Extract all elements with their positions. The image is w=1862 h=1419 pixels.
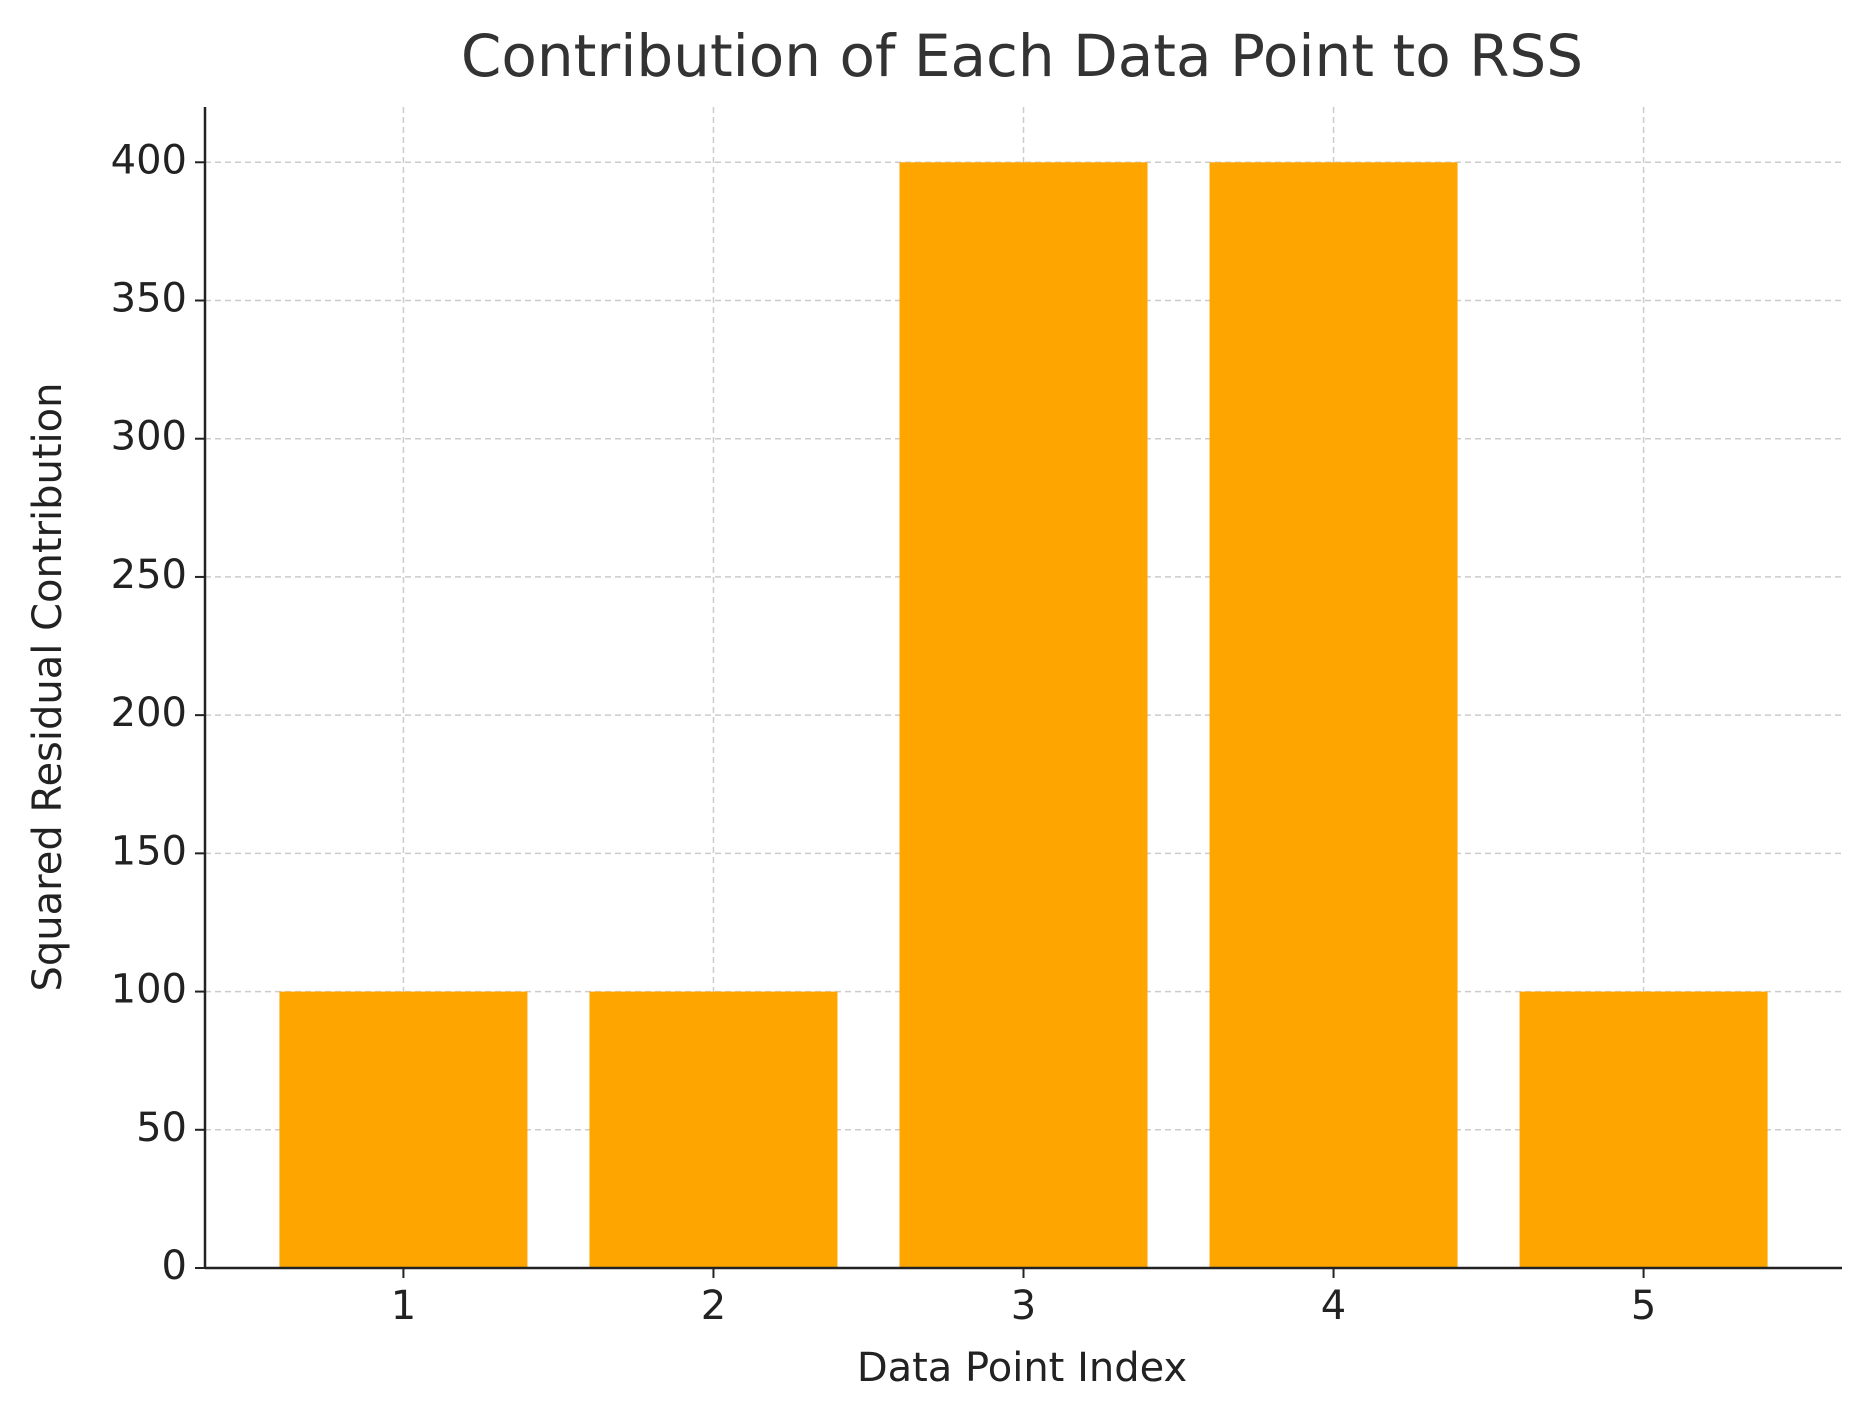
bar xyxy=(1209,162,1458,1268)
y-tick-label: 350 xyxy=(111,276,187,322)
x-tick-label: 3 xyxy=(1011,1283,1036,1329)
y-tick-label: 100 xyxy=(111,967,187,1013)
bar xyxy=(279,991,528,1268)
bar xyxy=(1519,991,1768,1268)
x-tick-label: 1 xyxy=(391,1283,416,1329)
bar xyxy=(899,162,1148,1268)
y-tick-label: 300 xyxy=(111,414,187,460)
x-tick-label: 2 xyxy=(701,1283,726,1329)
y-tick-label: 0 xyxy=(162,1243,187,1289)
y-tick-label: 250 xyxy=(111,552,187,598)
y-tick-label: 200 xyxy=(111,690,187,736)
y-tick-label: 50 xyxy=(136,1105,187,1151)
y-tick-label: 400 xyxy=(111,137,187,183)
chart-title: Contribution of Each Data Point to RSS xyxy=(461,22,1583,90)
bar xyxy=(589,991,838,1268)
y-axis-label: Squared Residual Contribution xyxy=(25,383,71,992)
x-axis-label: Data Point Index xyxy=(857,1345,1187,1391)
y-tick-label: 150 xyxy=(111,828,187,874)
x-tick-label: 5 xyxy=(1631,1283,1656,1329)
x-tick-label: 4 xyxy=(1321,1283,1346,1329)
